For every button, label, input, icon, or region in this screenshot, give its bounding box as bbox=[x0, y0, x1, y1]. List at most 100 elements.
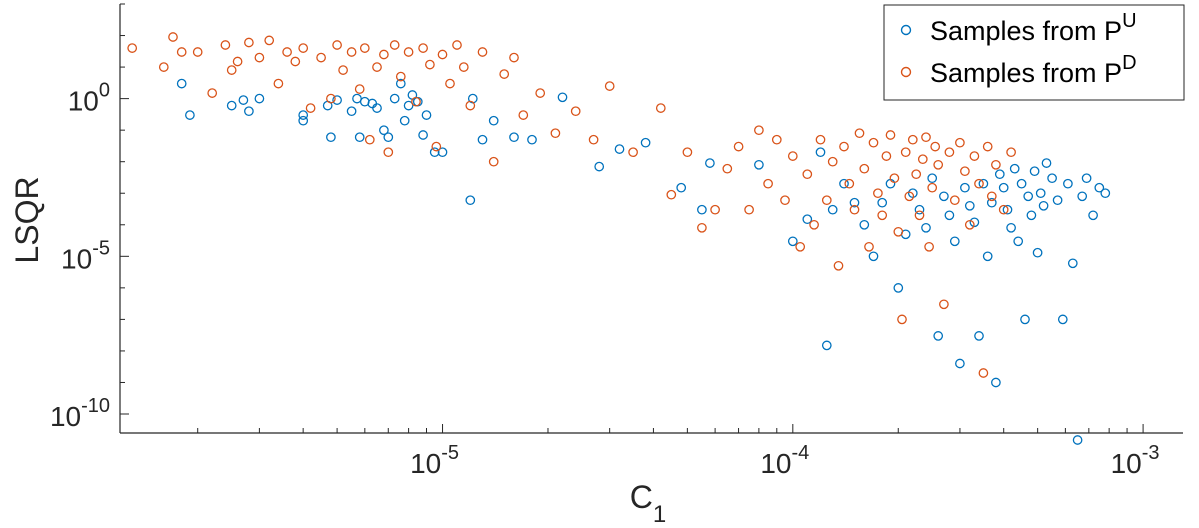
data-point bbox=[930, 141, 941, 152]
data-point bbox=[754, 159, 764, 170]
data-point bbox=[705, 158, 715, 168]
data-point bbox=[666, 189, 677, 200]
data-point bbox=[991, 377, 1001, 388]
data-point bbox=[763, 178, 773, 189]
data-point bbox=[421, 110, 432, 120]
data-point bbox=[964, 219, 975, 230]
data-point bbox=[226, 100, 237, 111]
y-tick-label: 10-10 bbox=[50, 395, 110, 432]
data-point bbox=[900, 147, 911, 158]
legend-entry: Samples from PD bbox=[930, 52, 1137, 88]
data-point bbox=[389, 93, 400, 104]
data-point bbox=[854, 128, 865, 139]
data-point bbox=[467, 93, 478, 104]
legend-entry: Samples from PU bbox=[930, 10, 1137, 46]
data-point bbox=[1026, 210, 1037, 221]
tick-exponent: -4 bbox=[791, 442, 809, 464]
tick-base: 10 bbox=[1111, 448, 1142, 479]
data-point bbox=[499, 69, 510, 79]
data-point bbox=[978, 368, 989, 378]
data-point bbox=[1009, 163, 1020, 174]
data-point bbox=[1077, 191, 1088, 202]
x-tick-label: 10-3 bbox=[1111, 442, 1160, 479]
data-point bbox=[604, 81, 615, 91]
data-point bbox=[1057, 314, 1068, 325]
data-point bbox=[332, 95, 342, 105]
data-point bbox=[809, 219, 819, 230]
data-point bbox=[877, 197, 888, 208]
data-point bbox=[998, 182, 1009, 193]
data-point bbox=[933, 331, 944, 341]
data-point bbox=[986, 191, 997, 202]
data-point bbox=[640, 137, 651, 148]
data-point bbox=[298, 115, 309, 126]
data-point bbox=[192, 47, 203, 57]
data-point bbox=[889, 173, 900, 184]
data-point bbox=[282, 47, 292, 57]
data-point bbox=[226, 65, 237, 75]
data-point bbox=[1006, 222, 1016, 233]
data-point bbox=[431, 141, 442, 152]
data-point bbox=[518, 110, 529, 120]
data-point bbox=[969, 217, 980, 228]
x-axis-label: C1 bbox=[630, 479, 666, 528]
data-point bbox=[1023, 191, 1034, 202]
data-point bbox=[821, 195, 832, 206]
data-point bbox=[815, 147, 826, 158]
data-point bbox=[986, 197, 997, 208]
data-point bbox=[168, 32, 178, 42]
tick-exponent: -3 bbox=[1142, 442, 1160, 464]
series-0 bbox=[176, 78, 1111, 445]
data-point bbox=[346, 47, 357, 57]
data-point bbox=[815, 134, 826, 145]
data-point bbox=[1081, 173, 1092, 184]
data-point bbox=[614, 144, 625, 154]
data-point bbox=[418, 130, 428, 140]
data-point bbox=[298, 110, 309, 120]
data-point bbox=[395, 78, 406, 89]
data-point bbox=[1052, 195, 1063, 206]
data-point bbox=[787, 236, 798, 247]
tick-base: 10 bbox=[68, 86, 99, 117]
data-point bbox=[332, 40, 342, 50]
data-point bbox=[917, 154, 928, 165]
data-point bbox=[864, 241, 874, 252]
data-point bbox=[795, 241, 806, 252]
data-point bbox=[944, 210, 955, 221]
data-point bbox=[921, 222, 931, 233]
data-point bbox=[697, 222, 707, 233]
legend-superscript: U bbox=[1122, 10, 1136, 32]
x-tick-label: 10-4 bbox=[760, 442, 809, 479]
data-point bbox=[839, 141, 849, 152]
data-point bbox=[960, 182, 970, 193]
data-point bbox=[244, 106, 254, 117]
data-point bbox=[383, 147, 394, 158]
data-point bbox=[372, 62, 382, 72]
tick-base: 10 bbox=[410, 448, 441, 479]
data-point bbox=[458, 62, 469, 72]
data-point bbox=[527, 134, 537, 145]
legend: Samples from PU Samples from PD bbox=[883, 4, 1185, 101]
data-point bbox=[207, 88, 218, 98]
data-point bbox=[254, 52, 265, 63]
data-point bbox=[697, 204, 707, 215]
data-point bbox=[833, 260, 844, 271]
data-point bbox=[465, 100, 476, 111]
data-point bbox=[185, 110, 195, 120]
data-point bbox=[452, 40, 462, 50]
data-point bbox=[465, 195, 476, 206]
scatter-points bbox=[127, 32, 1111, 445]
data-point bbox=[949, 236, 960, 247]
legend-label: Samples from P bbox=[930, 16, 1122, 46]
data-point bbox=[982, 141, 993, 152]
data-point bbox=[1063, 178, 1073, 189]
y-tick-label: 100 bbox=[68, 80, 110, 117]
data-point bbox=[904, 191, 915, 202]
data-point bbox=[346, 106, 357, 117]
data-point bbox=[914, 210, 925, 221]
data-point bbox=[264, 35, 275, 46]
data-point bbox=[379, 49, 389, 60]
data-point bbox=[893, 283, 904, 293]
data-point bbox=[849, 204, 860, 215]
y-axis-label: LSQR bbox=[9, 176, 45, 263]
